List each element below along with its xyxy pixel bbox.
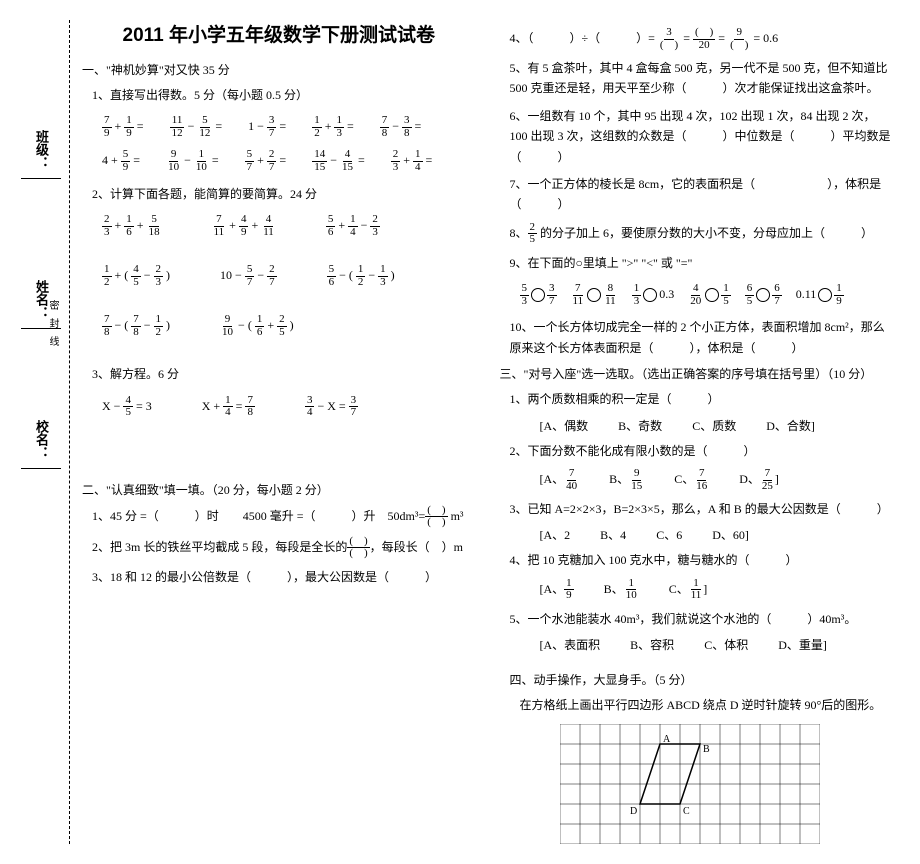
- s2-q6: 6、一组数有 10 个，其中 95 出现 4 次，102 出现 1 次，84 出…: [510, 106, 894, 167]
- s4-q1: 在方格纸上画出平行四边形 ABCD 绕点 D 逆时针旋转 90°后的图形。: [520, 695, 894, 715]
- s2-q1: 1、45 分 =（ ）时 4500 毫升 =（ ）升 50dm³=( )( ) …: [92, 505, 476, 529]
- class-label: 班级：: [21, 130, 61, 179]
- s1-p3: 3、解方程。6 分: [92, 364, 476, 384]
- s1-row6: X − 45 = 3X + 14 = 7834 − X = 37: [102, 395, 476, 419]
- s1-row4: 12 + ( 45 − 23 )10 − 57 − 2756 − ( 12 − …: [102, 264, 476, 288]
- section-4-head: 四、动手操作，大显身手。（5 分）: [510, 671, 894, 688]
- s1-row2: 4 + 59 =910 − 110 =57 + 27 =1415 − 415 =…: [102, 149, 476, 173]
- s2-r9: 5337711811130.34201565670.1119: [520, 283, 894, 307]
- s2-q7: 7、一个正方体的棱长是 8cm，它的表面积是（ ），体积是（ ）: [510, 174, 894, 215]
- s2-q4: 4、（ ）÷（ ）= 3( ) = ( )20 = 9( ) = 0.6: [510, 27, 894, 51]
- s3-o1: [A、偶数B、奇数C、质数D、合数]: [540, 417, 894, 434]
- svg-text:D: D: [630, 806, 637, 817]
- right-column: 4、（ ）÷（ ）= 3( ) = ( )20 = 9( ) = 0.6 5、有…: [488, 20, 906, 844]
- section-1-head: 一、"神机妙算"对又快 35 分: [82, 61, 476, 78]
- s2-q2: 2、把 3m 长的铁丝平均截成 5 段，每段是全长的( )( )，每段长（ ）m: [92, 536, 476, 560]
- s3-q1: 1、两个质数相乘的积一定是（ ）: [510, 389, 894, 409]
- left-column: 2011 年小学五年级数学下册测试试卷 一、"神机妙算"对又快 35 分 1、直…: [70, 20, 488, 844]
- s1-row5: 78 − ( 78 − 12 )910 − ( 16 + 25 ): [102, 314, 476, 338]
- s3-o3: [A、2B、4C、6D、60]: [540, 526, 894, 543]
- s3-q3: 3、已知 A=2×2×3，B=2×3×5，那么，A 和 B 的最大公因数是（ ）: [510, 499, 894, 519]
- grid-figure: A B C D: [560, 724, 894, 844]
- s2-q3: 3、18 和 12 的最小公倍数是（ ），最大公因数是（ ）: [92, 567, 476, 587]
- svg-text:B: B: [703, 744, 710, 755]
- s3-q2: 2、下面分数不能化成有限小数的是（ ）: [510, 441, 894, 461]
- section-3-head: 三、"对号入座"选一选取。（选出正确答案的序号填在括号里）（10 分）: [500, 365, 894, 382]
- section-2-head: 二、"认真细致"填一填。（20 分，每小题 2 分）: [82, 481, 476, 498]
- binding-margin: 班级： 姓名： 密封线 校名：: [15, 20, 70, 844]
- s3-o4: [A、19B、110C、111]: [540, 578, 894, 602]
- s2-q10: 10、一个长方体切成完全一样的 2 个小正方体，表面积增加 8cm²，那么原来这…: [510, 317, 894, 358]
- s2-q5: 5、有 5 盒茶叶，其中 4 盒每盒 500 克，另一代不是 500 克，但不知…: [510, 58, 894, 99]
- s1-p2: 2、计算下面各题，能简算的要简算。24 分: [92, 184, 476, 204]
- s2-q9: 9、在下面的○里填上 ">" "<" 或 "=": [510, 253, 894, 273]
- seal-line-label: 密封线: [45, 300, 60, 354]
- s1-row1: 79 + 19 =1112 − 512 =1 − 37 =12 + 13 =78…: [102, 115, 476, 139]
- svg-text:A: A: [663, 734, 671, 745]
- s3-q5: 5、一个水池能装水 40m³，我们就说这个水池的（ ）40m³。: [510, 609, 894, 629]
- s3-o2: [A、740B、915C、716D、725]: [540, 468, 894, 492]
- s1-row3: 23 + 16 + 518711 + 49 + 41156 + 14 − 23: [102, 214, 476, 238]
- s1-p1: 1、直接写出得数。5 分（每小题 0.5 分）: [92, 85, 476, 105]
- svg-text:C: C: [683, 806, 690, 817]
- exam-title: 2011 年小学五年级数学下册测试试卷: [82, 20, 476, 47]
- s3-q4: 4、把 10 克糖加入 100 克水中，糖与糖水的（ ）: [510, 550, 894, 570]
- school-label: 校名：: [21, 420, 61, 469]
- s2-q8: 8、25 的分子加上 6，要使原分数的大小不变，分母应加上（ ）: [510, 222, 894, 246]
